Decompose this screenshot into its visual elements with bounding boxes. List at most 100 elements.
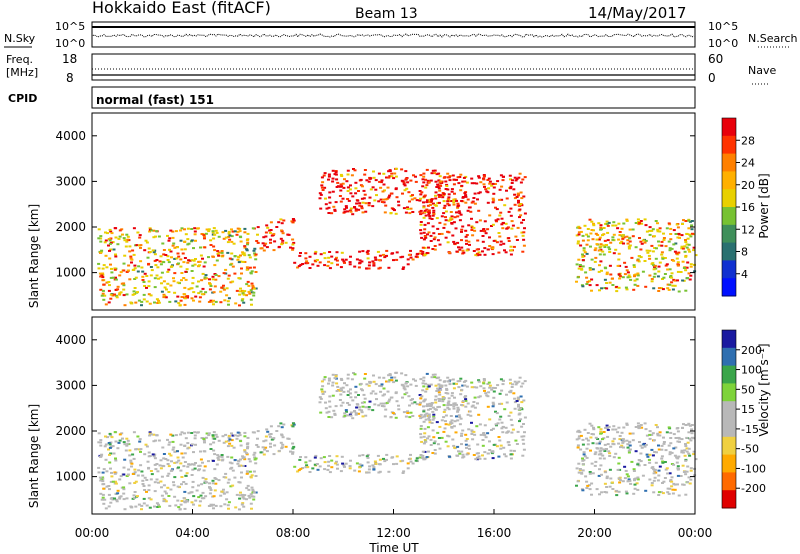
power-cell: [157, 301, 161, 304]
power-cell: [105, 266, 109, 269]
power-cell: [676, 236, 680, 239]
power-cell: [157, 235, 161, 238]
power-cell: [190, 270, 194, 272]
velocity-cell: [482, 378, 486, 380]
power-cell: [246, 232, 250, 235]
velocity-cell: [160, 486, 163, 489]
power-cell: [245, 268, 249, 271]
power-cell: [173, 272, 177, 275]
velocity-cell: [387, 400, 391, 403]
power-cell: [184, 278, 188, 281]
velocity-cell: [216, 454, 220, 457]
velocity-cell: [650, 482, 654, 484]
power-cell: [140, 304, 143, 307]
velocity-cell: [654, 461, 658, 464]
power-cell: [664, 264, 668, 267]
velocity-cell: [230, 444, 234, 447]
velocity-cell: [105, 470, 109, 473]
velocity-cell: [173, 461, 177, 464]
power-cell: [168, 237, 172, 240]
power-cell: [433, 172, 437, 175]
power-cell: [617, 273, 621, 276]
power-cell: [130, 258, 134, 261]
power-cell: [200, 279, 204, 282]
velocity-cell: [688, 482, 692, 485]
power-cell: [578, 264, 582, 266]
velocity-cell: [108, 453, 111, 456]
power-cell: [422, 201, 425, 204]
power-cell: [216, 252, 220, 255]
velocity-cell: [450, 392, 454, 395]
nave-tick-top: 60: [708, 52, 723, 66]
power-cell: [660, 244, 664, 247]
velocity-cell: [196, 431, 200, 434]
velocity-cell: [219, 505, 223, 508]
velocity-cell: [141, 479, 145, 482]
velocity-cell: [657, 444, 660, 447]
power-cell: [661, 288, 665, 291]
velocity-cell: [477, 396, 481, 399]
power-cell: [619, 275, 622, 278]
velocity-cell: [446, 406, 450, 409]
velocity-cell: [240, 471, 243, 474]
velocity-cell: [367, 408, 371, 411]
power-cell: [338, 195, 342, 197]
power-cell: [395, 251, 399, 254]
velocity-cell: [491, 450, 495, 453]
velocity-cell: [200, 437, 204, 439]
power-cell: [109, 297, 113, 300]
power-cell: [170, 256, 173, 259]
velocity-cell: [243, 431, 247, 434]
power-cell: [673, 279, 677, 282]
velocity-cell: [668, 487, 672, 490]
velocity-cell: [432, 415, 436, 418]
velocity-cell: [246, 436, 250, 439]
power-cell: [675, 223, 679, 226]
power-cell: [434, 180, 438, 183]
velocity-cell: [379, 402, 383, 405]
power-cell: [252, 291, 256, 294]
velocity-cell: [322, 378, 326, 381]
velocity-cell: [683, 454, 687, 457]
velocity-cell: [169, 488, 173, 491]
power-cell: [636, 272, 640, 275]
velocity-cell: [179, 469, 183, 472]
velocity-cell: [395, 462, 399, 465]
velocity-cell: [407, 395, 411, 398]
power-cell: [243, 290, 247, 293]
power-cell: [586, 235, 590, 238]
power-cell: [429, 179, 433, 182]
power-cell: [466, 209, 470, 212]
power-cell: [111, 276, 115, 279]
power-cell: [669, 275, 673, 277]
power-cell: [236, 230, 240, 233]
velocity-cell: [591, 442, 595, 445]
velocity-cell: [281, 443, 285, 446]
velocity-cell: [97, 432, 101, 435]
velocity-cell: [233, 434, 237, 437]
power-cell: [674, 242, 678, 245]
power-cell: [354, 187, 358, 190]
velocity-cell: [523, 431, 526, 434]
power-cell: [369, 177, 373, 180]
velocity-cell: [358, 408, 362, 411]
power-cell: [207, 256, 210, 259]
power-cell: [683, 250, 687, 253]
power-cell: [141, 275, 145, 278]
power-cell: [648, 229, 652, 232]
velocity-cell: [408, 404, 411, 407]
power-cell: [628, 275, 632, 278]
power-cell: [228, 238, 232, 241]
power-cell: [211, 255, 215, 258]
velocity-cell: [349, 388, 352, 391]
power-cell: [197, 292, 201, 295]
velocity-cell: [192, 451, 195, 454]
power-cell: [482, 174, 486, 176]
power-cell: [638, 237, 641, 239]
power-cell: [358, 202, 362, 205]
power-cell: [479, 229, 483, 232]
power-ylabel: Slant Range [km]: [27, 204, 41, 308]
power-cell: [402, 183, 406, 186]
power-cell: [139, 260, 143, 263]
velocity-cell: [464, 443, 468, 446]
